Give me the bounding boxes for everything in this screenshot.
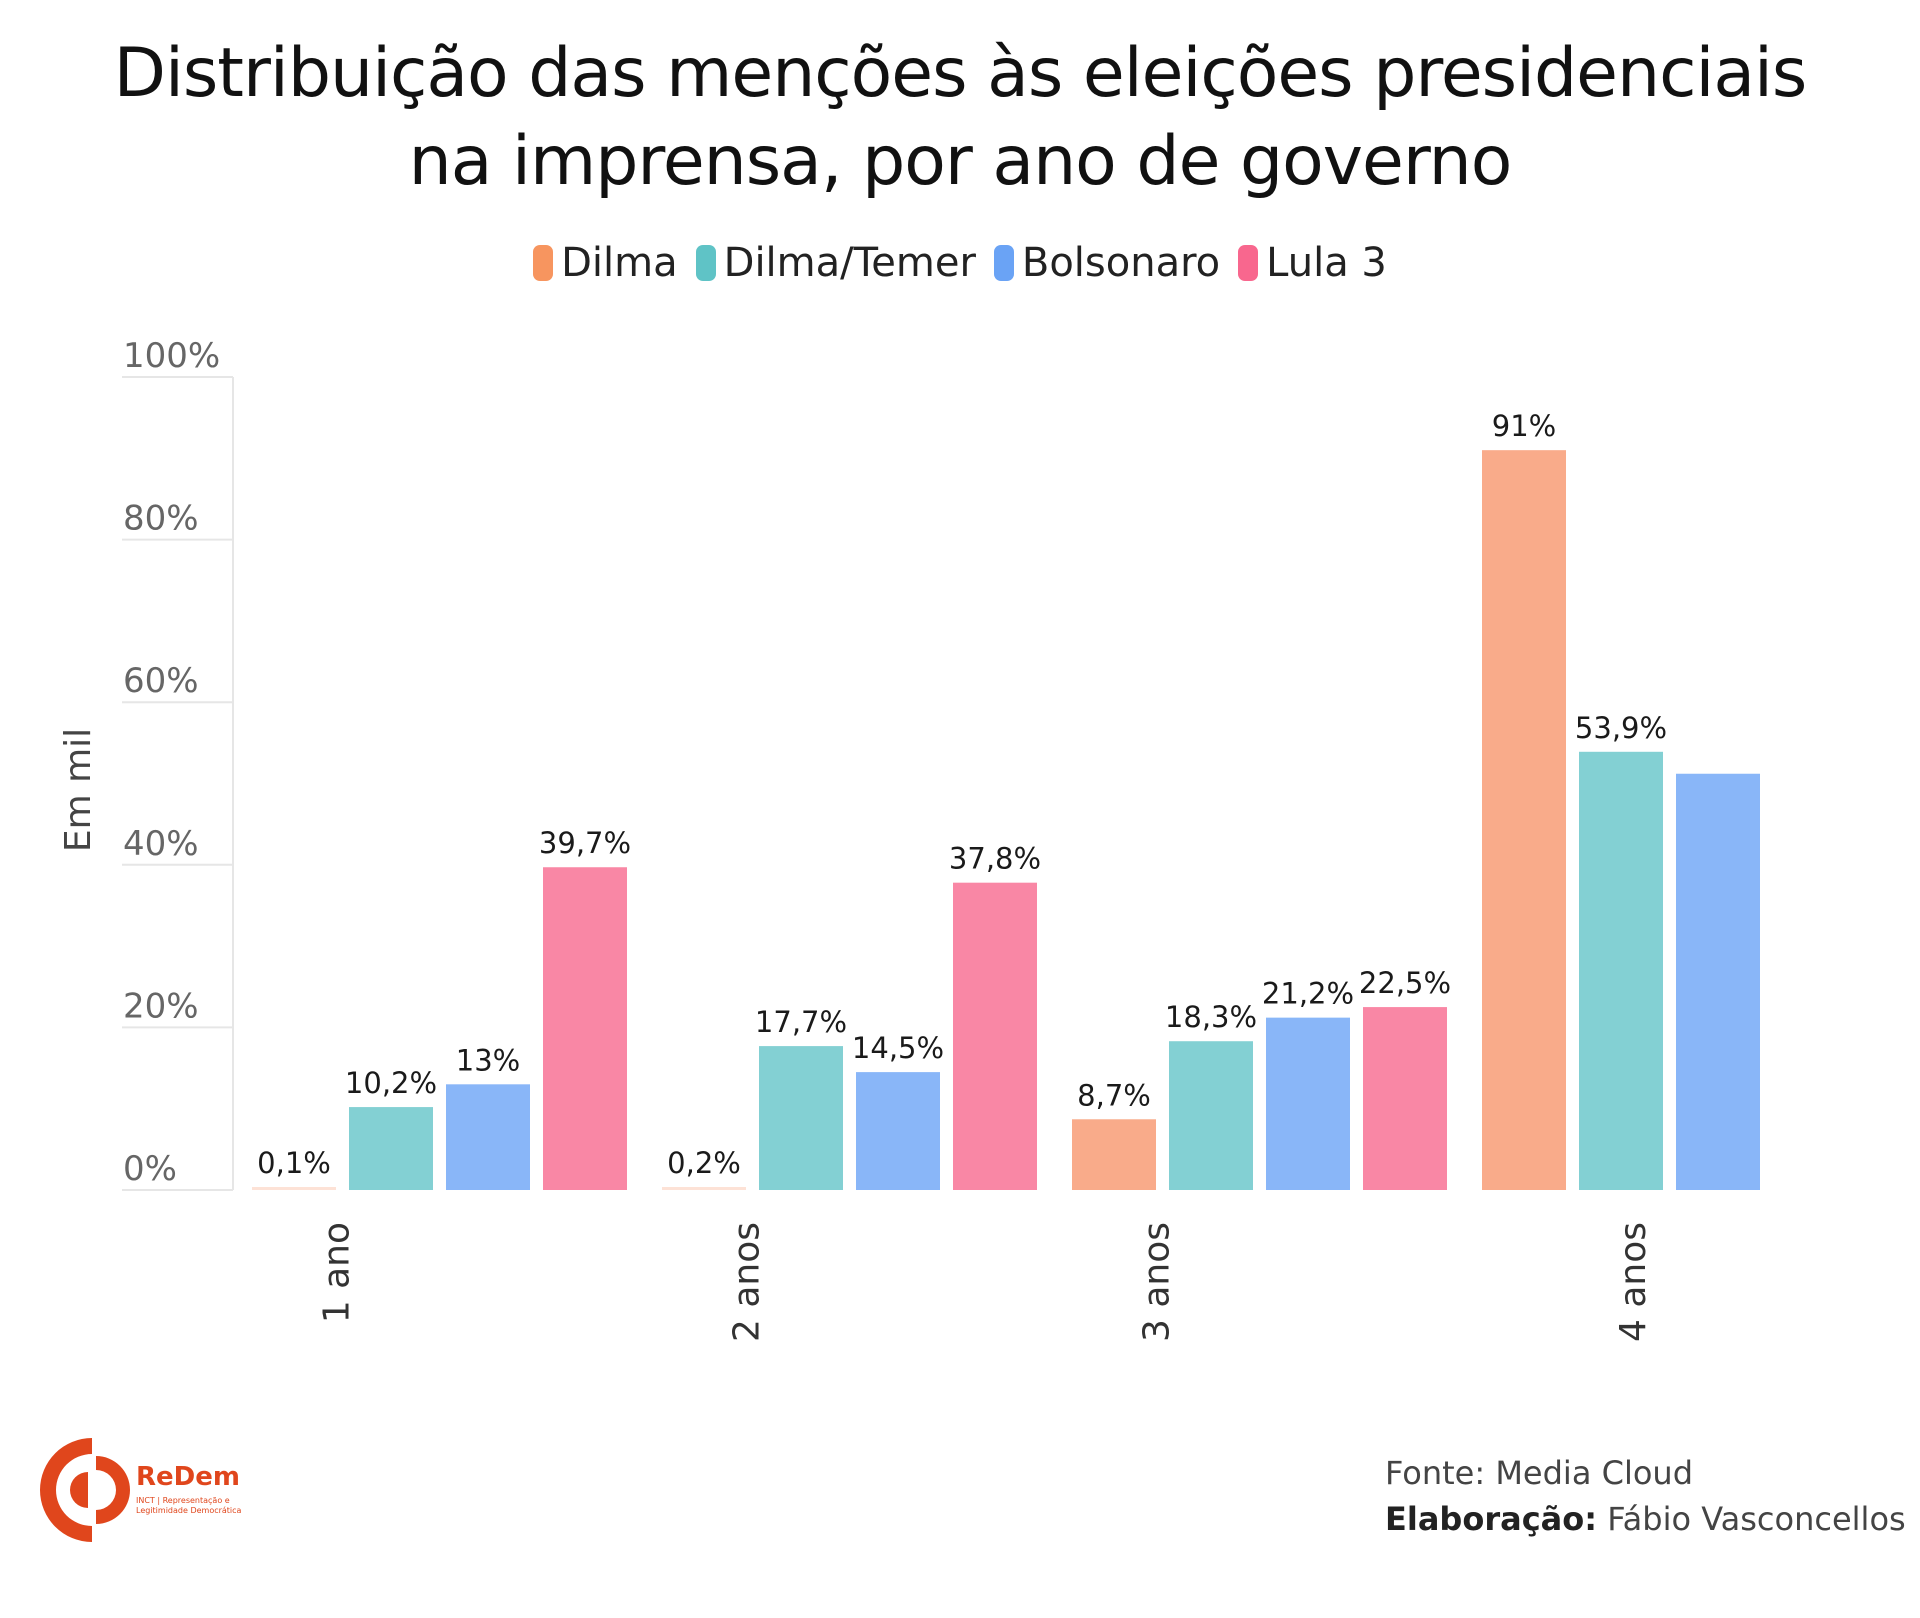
bar-lula-3-1-ano: [543, 867, 627, 1190]
logo-name: ReDem: [136, 1462, 240, 1492]
legend-label-bolsonaro: Bolsonaro: [1021, 240, 1221, 286]
bar-dilma-temer-1-ano: [349, 1107, 433, 1190]
author-value: Fábio Vasconcellos: [1607, 1500, 1906, 1538]
legend-label-lula-3: Lula 3: [1266, 240, 1387, 286]
data-label-dilma-4-anos: 91%: [1492, 409, 1556, 443]
source-label: Fonte:: [1385, 1454, 1486, 1492]
bar-bolsonaro-2-anos: [856, 1072, 940, 1190]
chart-title-line-2: na imprensa, por ano de governo: [408, 122, 1513, 201]
bar-lula-3-2-anos: [953, 882, 1037, 1190]
bar-dilma-temer-4-anos: [1579, 751, 1663, 1190]
legend-swatch-dilma: [533, 245, 554, 281]
y-tick-label: 0%: [123, 1149, 177, 1189]
data-label-lula-3-3-anos: 22,5%: [1359, 966, 1451, 1000]
bar-dilma-1-ano: [252, 1187, 336, 1190]
data-label-dilma-1-ano: 0,1%: [257, 1146, 331, 1180]
data-label-dilma-temer-3-anos: 18,3%: [1165, 1000, 1257, 1034]
x-category-label: 4 anos: [1613, 1222, 1654, 1342]
legend-item-dilma[interactable]: Dilma: [533, 240, 678, 286]
x-category-label: 2 anos: [727, 1222, 768, 1342]
legend-item-bolsonaro[interactable]: Bolsonaro: [993, 240, 1221, 286]
source-value: Media Cloud: [1495, 1454, 1693, 1492]
data-label-dilma-3-anos: 8,7%: [1077, 1078, 1151, 1112]
logo-subtitle: INCT | Representação e Legitimidade Demo…: [136, 1496, 242, 1515]
y-tick-label: 100%: [123, 336, 220, 376]
bar-dilma-temer-2-anos: [759, 1046, 843, 1190]
legend-swatch-bolsonaro: [993, 245, 1014, 281]
y-tick-label: 60%: [123, 661, 199, 701]
redem-logo-icon: [40, 1438, 130, 1542]
bar-dilma-4-anos: [1482, 450, 1566, 1190]
redem-logo: ReDem INCT | Representação e Legitimidad…: [40, 1430, 270, 1550]
data-labels: 0,1% 10,2% 13% 39,7% 0,2% 17,7%14,5% 37,8% 8,7%…: [257, 409, 1667, 1180]
x-axis-categories: 1 ano 2 anos 3 anos 4 anos: [317, 1222, 1655, 1342]
data-label-lula-3-2-anos: 37,8%: [949, 842, 1041, 876]
legend-label-dilma: Dilma: [561, 240, 678, 286]
footer-credits: Fonte: Media Cloud Elaboração: Fábio Vas…: [1385, 1450, 1906, 1542]
data-label-dilma-temer-2-anos: 17,7%: [755, 1005, 847, 1039]
bar-lula-3-3-anos: [1363, 1007, 1447, 1190]
y-tick-label: 20%: [123, 986, 199, 1026]
data-label-lula-3-1-ano: 39,7%: [539, 826, 631, 860]
chart-title-line-1: Distribuição das menções às eleições pre…: [113, 34, 1808, 113]
legend-swatch-lula-3: [1238, 245, 1259, 281]
bar-bolsonaro-3-anos: [1266, 1017, 1350, 1190]
legend-label-dilma-temer: Dilma/Temer: [723, 240, 976, 286]
x-category-label: 3 anos: [1137, 1222, 1178, 1342]
legend-item-dilma-temer[interactable]: Dilma/Temer: [695, 240, 976, 286]
legend: Dilma Dilma/Temer Bolsonaro Lula 3: [0, 240, 1920, 286]
data-label-bolsonaro-1-ano: 13%: [456, 1043, 520, 1077]
data-label-dilma-2-anos: 0,2%: [667, 1146, 741, 1180]
y-axis-label: Em mil: [58, 728, 99, 852]
author-label: Elaboração:: [1385, 1500, 1598, 1538]
y-tick-label: 40%: [123, 824, 199, 864]
data-label-bolsonaro-2-anos: 14,5%: [852, 1031, 944, 1065]
legend-item-lula-3[interactable]: Lula 3: [1238, 240, 1387, 286]
bar-bolsonaro-4-anos: [1676, 773, 1760, 1190]
bar-dilma-3-anos: [1072, 1119, 1156, 1190]
data-label-bolsonaro-3-anos: 21,2%: [1262, 977, 1354, 1011]
author-line: Elaboração: Fábio Vasconcellos: [1385, 1496, 1906, 1542]
y-tick-label: 80%: [123, 499, 199, 539]
chart-title: Distribuição das menções às eleições pre…: [0, 30, 1920, 206]
bars: [252, 450, 1760, 1190]
source-line: Fonte: Media Cloud: [1385, 1450, 1906, 1496]
bar-dilma-2-anos: [662, 1187, 746, 1190]
bar-dilma-temer-3-anos: [1169, 1041, 1253, 1190]
data-label-dilma-temer-4-anos: 53,9%: [1575, 711, 1667, 745]
gridlines: [122, 376, 234, 1191]
data-label-dilma-temer-1-ano: 10,2%: [345, 1066, 437, 1100]
x-category-label: 1 ano: [317, 1222, 358, 1323]
y-axis-ticks: 0% 20% 40% 60% 80% 100%: [123, 336, 220, 1189]
bar-bolsonaro-1-ano: [446, 1084, 530, 1190]
legend-swatch-dilma-temer: [695, 245, 716, 281]
